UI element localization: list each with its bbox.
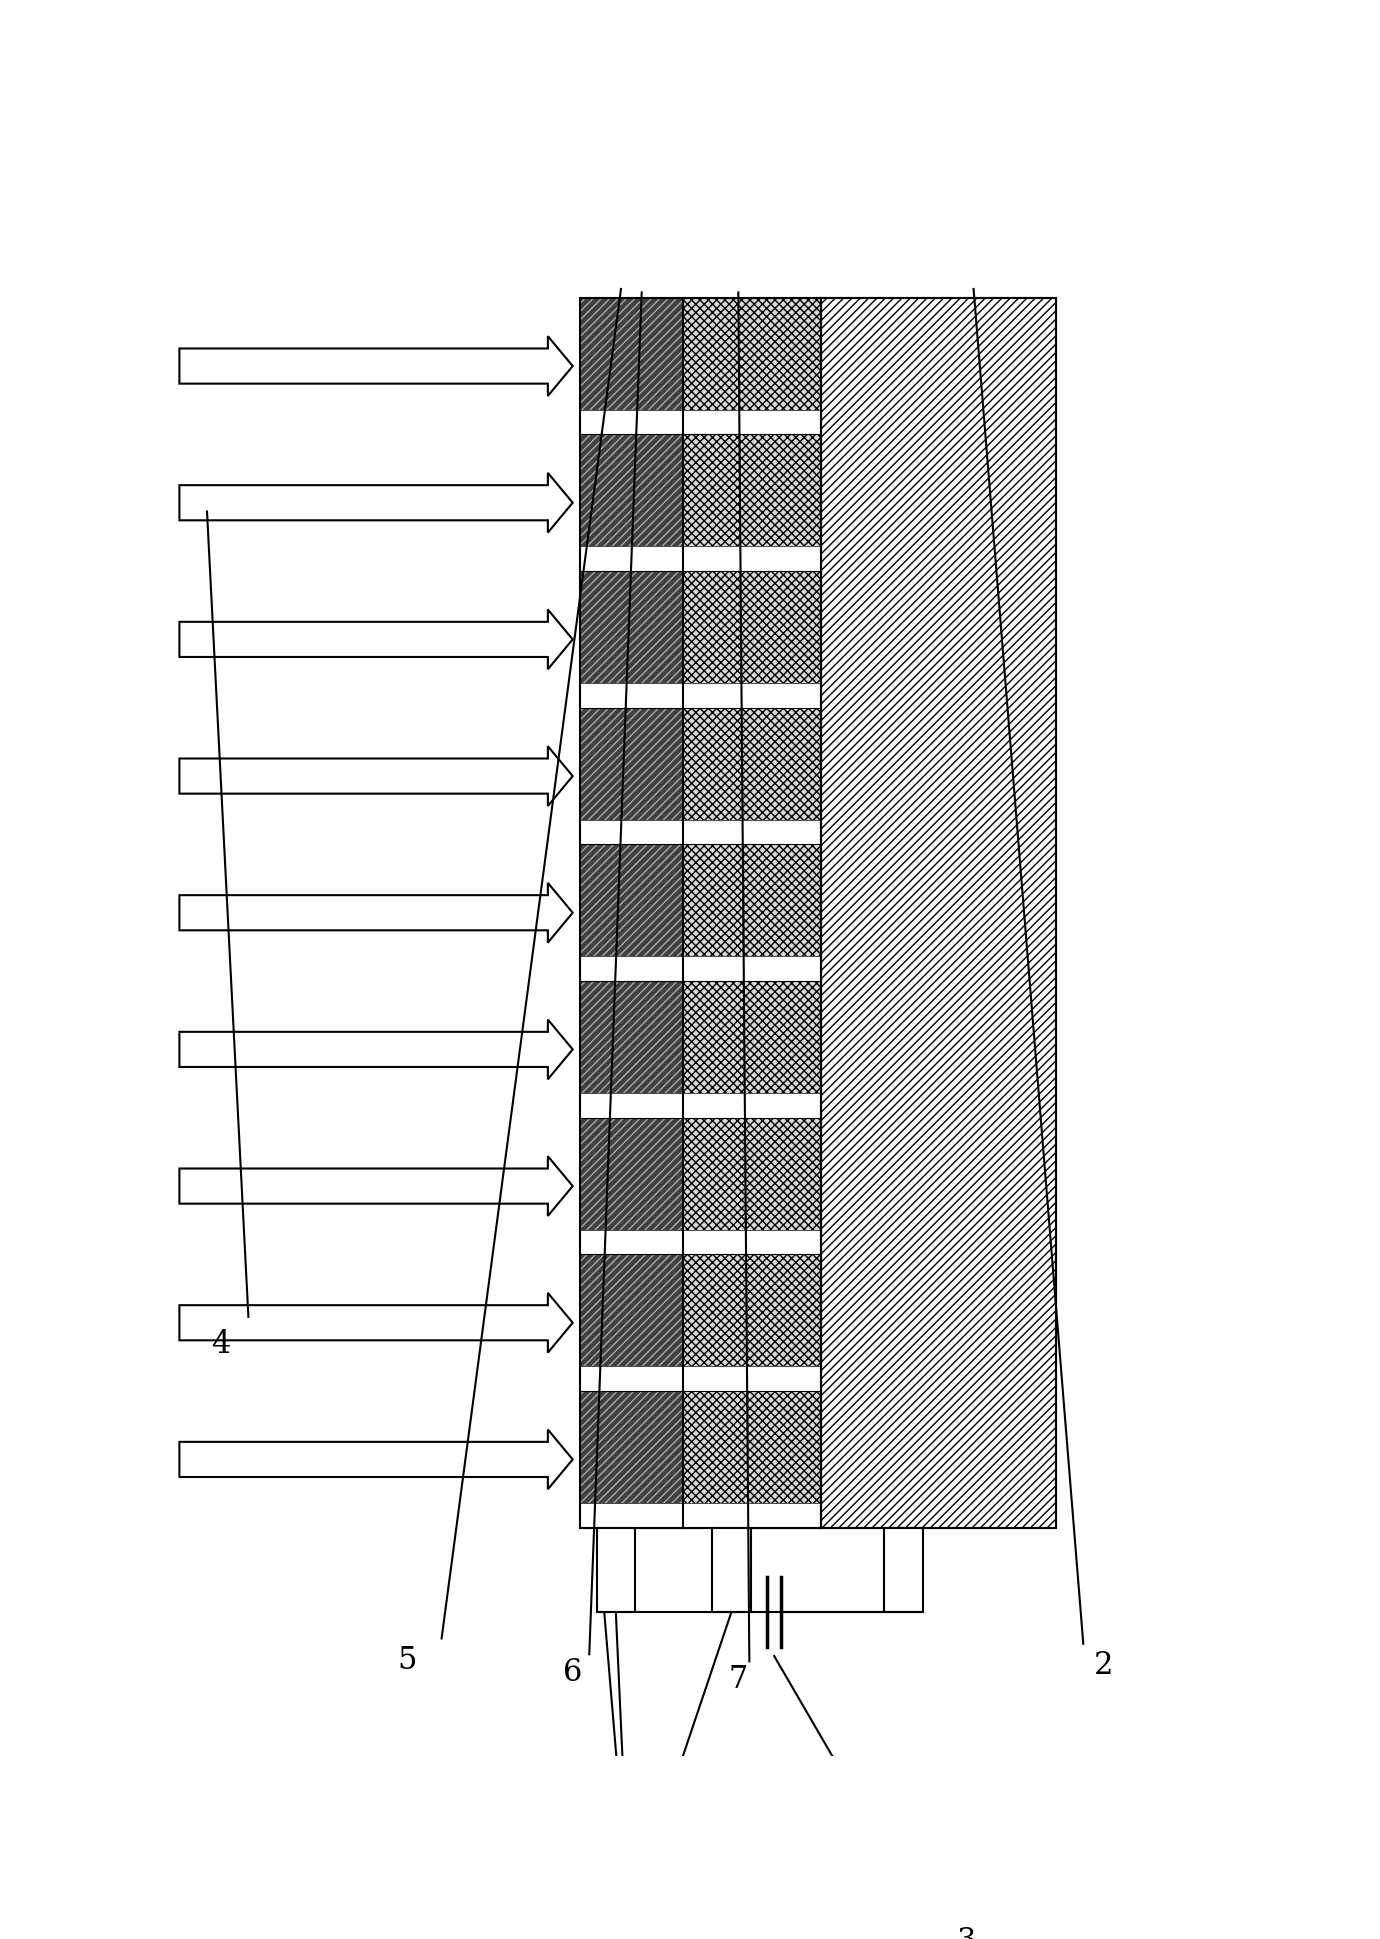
Bar (580, 572, 683, 684)
Bar (580, 299, 821, 1528)
Text: 7: 7 (729, 1664, 748, 1695)
Bar (821, 299, 1056, 1528)
Polygon shape (179, 1293, 573, 1353)
Bar (580, 1119, 683, 1229)
Bar (580, 434, 683, 547)
Polygon shape (179, 611, 573, 671)
Bar (580, 299, 821, 1528)
Bar (683, 708, 821, 820)
Text: 5: 5 (397, 1644, 417, 1675)
Bar (580, 1229, 821, 1255)
Polygon shape (179, 1020, 573, 1080)
Bar (683, 572, 821, 684)
Bar (580, 434, 683, 547)
Bar (683, 1119, 821, 1229)
Bar (580, 958, 821, 981)
Polygon shape (179, 747, 573, 807)
Bar (821, 299, 1056, 1528)
Bar (683, 981, 821, 1094)
Bar (580, 684, 821, 708)
Bar (683, 1392, 821, 1503)
Bar (580, 411, 821, 434)
Bar (580, 299, 683, 411)
Text: 4: 4 (211, 1328, 230, 1359)
Bar (683, 1119, 821, 1229)
Bar (883, 1528, 922, 1611)
Bar (683, 299, 821, 411)
Bar (821, 299, 1056, 1528)
Bar (580, 299, 683, 411)
Bar (683, 708, 821, 820)
Bar (683, 572, 821, 684)
Bar (683, 1392, 821, 1503)
Polygon shape (179, 337, 573, 397)
Polygon shape (179, 884, 573, 942)
Bar (683, 845, 821, 958)
Bar (580, 1503, 821, 1528)
Bar (580, 547, 821, 572)
Text: 6: 6 (563, 1656, 582, 1687)
Bar (580, 708, 683, 820)
Bar (580, 845, 683, 958)
Bar (683, 1255, 821, 1367)
Bar (580, 572, 683, 684)
Bar (580, 1392, 683, 1503)
Polygon shape (179, 473, 573, 533)
Polygon shape (179, 1158, 573, 1216)
Polygon shape (179, 1429, 573, 1489)
Bar (580, 981, 683, 1094)
Bar (580, 1255, 683, 1367)
Bar (580, 981, 683, 1094)
Bar (580, 1255, 683, 1367)
Bar (683, 299, 821, 411)
Text: 2: 2 (1094, 1650, 1114, 1681)
Bar (580, 1119, 683, 1229)
Bar (580, 708, 683, 820)
Bar (580, 1094, 821, 1119)
Bar (596, 1528, 635, 1611)
Bar (683, 434, 821, 547)
Bar (683, 434, 821, 547)
Bar (683, 981, 821, 1094)
Text: 3: 3 (956, 1925, 976, 1939)
Bar (712, 1528, 751, 1611)
Bar (580, 1367, 821, 1392)
Bar (683, 845, 821, 958)
Bar (580, 845, 683, 958)
Bar (580, 820, 821, 845)
Bar (683, 1255, 821, 1367)
Bar (580, 1392, 683, 1503)
